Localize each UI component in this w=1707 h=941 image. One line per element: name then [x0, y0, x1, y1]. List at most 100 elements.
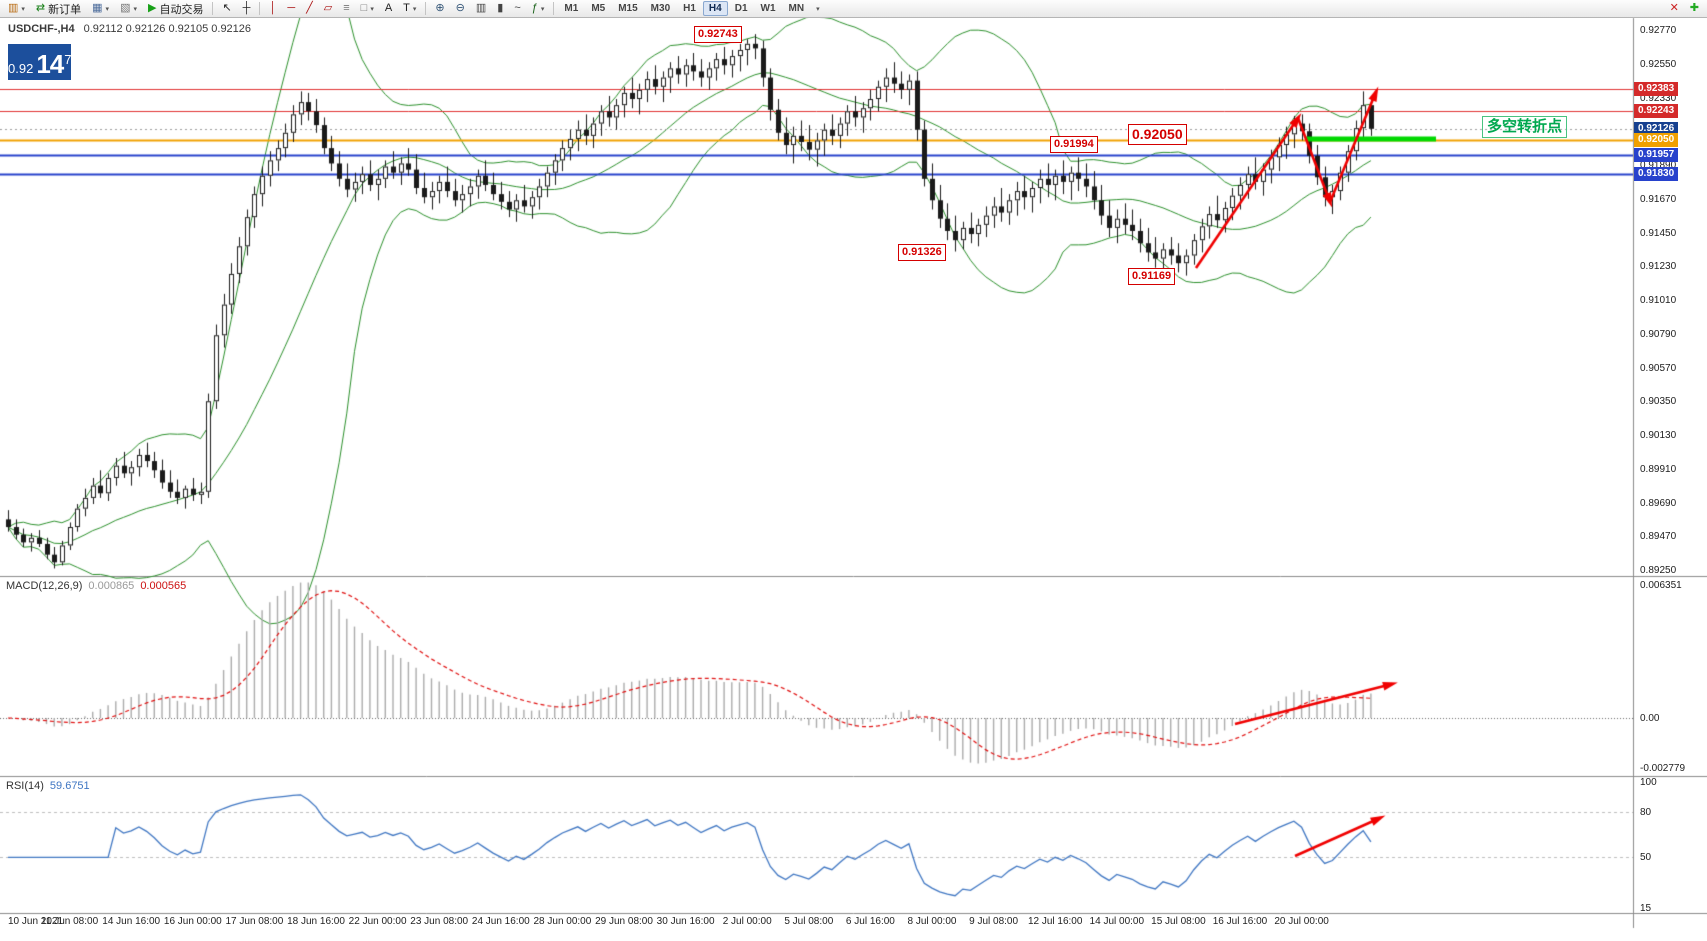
- channel-tool-button[interactable]: ▱: [319, 1, 337, 17]
- buy-price-button[interactable]: 0.92 147: [8, 44, 72, 80]
- buy-price-prefix: 0.92: [8, 61, 34, 76]
- candle-chart-type-button-icon: ▮: [497, 2, 504, 14]
- new-order-button[interactable]: ⇄ 新订单: [31, 1, 86, 17]
- price-axis-label: 0.89470: [1640, 531, 1677, 543]
- rsi-indicator-label: RSI(14) 59.6751: [6, 780, 90, 792]
- candle-chart-type-button[interactable]: ▮: [492, 1, 508, 17]
- charts-menu[interactable]: ▥ ▾: [3, 1, 30, 17]
- macd-axis-label: 0.006351: [1640, 580, 1682, 591]
- rsi-axis-label: 15: [1640, 903, 1652, 914]
- price-axis-label: 0.92550: [1640, 58, 1677, 70]
- price-callout: 0.92743: [694, 26, 742, 43]
- zoom-in-button[interactable]: ⊕: [430, 1, 449, 17]
- arrows-tool-button-icon: T: [403, 2, 410, 14]
- price-axis-label: 0.91890: [1640, 160, 1677, 171]
- macd-main-value: 0.000865: [88, 580, 135, 592]
- price-callout: 0.91169: [1128, 268, 1176, 285]
- rsi-axis-label: 100: [1640, 777, 1657, 788]
- chart-title: USDCHF-,H4 0.92112 0.92126 0.92105 0.9212…: [8, 23, 251, 35]
- chevron-down-icon: ▾: [105, 5, 110, 13]
- cursor-tool-button[interactable]: ↖: [217, 1, 236, 17]
- price-tag: 0.92126: [1634, 122, 1679, 136]
- time-axis-label: 9 Jul 08:00: [969, 916, 1019, 927]
- price-tag: 0.91957: [1634, 148, 1679, 162]
- horizontal-line-tool-button[interactable]: ─: [282, 1, 300, 17]
- time-axis-label: 14 Jul 00:00: [1089, 916, 1145, 927]
- auto-trading-button[interactable]: ▶ 自动交易: [143, 1, 208, 17]
- chart-ohlc-values: 0.92112 0.92126 0.92105 0.92126: [83, 23, 252, 35]
- text-tool-button[interactable]: A: [380, 1, 397, 17]
- shapes-tool-button[interactable]: □ ▾: [356, 1, 379, 17]
- timeframe-m1-button[interactable]: M1: [564, 3, 579, 14]
- macd-signal-value: 0.000565: [140, 580, 187, 592]
- timeframe-w1-button[interactable]: W1: [760, 3, 776, 14]
- line-chart-type-button[interactable]: ~: [509, 1, 525, 17]
- add-icon-button-glyph: ✚: [1689, 2, 1699, 14]
- vertical-line-tool-button[interactable]: │: [264, 1, 281, 17]
- time-axis-label: 20 Jul 00:00: [1274, 916, 1329, 927]
- macd-name: MACD(12,26,9): [6, 580, 83, 592]
- time-axis-label: 22 Jun 00:00: [348, 916, 407, 927]
- indicators-button[interactable]: ƒ ▾: [527, 1, 550, 17]
- price-tag: 0.91830: [1634, 167, 1679, 181]
- price-axis-label: 0.89910: [1640, 463, 1677, 475]
- price-axis-label: 0.91010: [1640, 295, 1677, 306]
- timeframe-h1-button[interactable]: H1: [683, 3, 696, 14]
- horizontal-line-tool-button-icon: ─: [287, 2, 296, 14]
- timeframe-m5-button[interactable]: M5: [591, 3, 606, 14]
- new-order-button-label: 新订单: [48, 3, 82, 16]
- arrows-tool-button[interactable]: T ▾: [398, 1, 421, 17]
- time-axis-label: 17 Jun 08:00: [225, 916, 284, 927]
- time-axis-label: 29 Jun 08:00: [595, 916, 653, 927]
- zoom-out-button-icon: ⊖: [455, 2, 465, 14]
- alert-icon-button[interactable]: ✕: [1665, 1, 1684, 17]
- time-axis-label: 12 Jul 16:00: [1027, 916, 1083, 927]
- price-axis-label: 0.91450: [1640, 227, 1677, 239]
- time-axis-label: 24 Jun 16:00: [471, 916, 530, 927]
- buy-price-main: 14: [36, 49, 64, 79]
- crosshair-tool-button[interactable]: ┼: [238, 1, 256, 17]
- time-axis-label: 16 Jul 16:00: [1212, 916, 1268, 927]
- price-tag: 0.92383: [1634, 82, 1679, 96]
- timeframe-mn-button[interactable]: MN: [788, 3, 805, 14]
- chevron-down-icon: ▾: [540, 5, 545, 13]
- price-tag: 0.92243: [1634, 104, 1679, 118]
- price-axis-label: 0.90790: [1640, 328, 1677, 340]
- bar-chart-type-button[interactable]: ▥: [471, 1, 491, 17]
- rsi-axis-label: 80: [1640, 807, 1652, 818]
- profiles-button-icon: ▧: [120, 2, 131, 14]
- timeframe-m30-button[interactable]: M30: [650, 3, 671, 14]
- zoom-in-button-icon: ⊕: [435, 2, 445, 14]
- toolbar-separator: [212, 2, 214, 15]
- price-axis-label: 0.91670: [1640, 193, 1677, 205]
- new-order-button-icon: ⇄: [35, 2, 46, 14]
- price-axis-label: 0.90350: [1640, 396, 1677, 408]
- turning-point-note: 多空转折点: [1482, 116, 1568, 138]
- timeframe-d1-button[interactable]: D1: [734, 3, 748, 14]
- alert-icon-button-glyph: ✕: [1669, 2, 1679, 14]
- bar-chart-type-button-icon: ▥: [475, 2, 487, 14]
- price-callout: 0.91994: [1050, 136, 1098, 153]
- rsi-axis-label: 50: [1640, 852, 1652, 863]
- crosshair-tool-button-icon: ┼: [242, 2, 251, 14]
- profiles-button[interactable]: ▧ ▾: [115, 1, 142, 17]
- chevron-down-icon: ▾: [133, 5, 137, 13]
- rsi-name: RSI(14): [6, 780, 44, 792]
- chevron-down-icon: ▾: [816, 5, 820, 13]
- timeframe-m15-button[interactable]: M15: [618, 3, 638, 14]
- toolbar-separator: [425, 2, 427, 15]
- chart-symbol-label: USDCHF-,H4: [8, 23, 75, 35]
- chevron-down-icon: ▾: [412, 5, 417, 13]
- time-axis-label: 8 Jul 00:00: [907, 916, 957, 927]
- time-axis-label: 14 Jun 16:00: [102, 916, 161, 927]
- period-menu[interactable]: ▾: [811, 1, 825, 17]
- new-chart-button[interactable]: ▦ ▾: [87, 1, 114, 17]
- add-icon-button[interactable]: ✚: [1685, 1, 1704, 17]
- zoom-out-button[interactable]: ⊖: [451, 1, 470, 17]
- trendline-tool-button[interactable]: ╱: [301, 1, 318, 17]
- chevron-down-icon: ▾: [370, 5, 374, 13]
- price-axis-label: 0.90130: [1640, 430, 1677, 441]
- timeframe-h4-button[interactable]: H4: [702, 1, 728, 16]
- fibonacci-tool-button[interactable]: ≡: [338, 1, 354, 17]
